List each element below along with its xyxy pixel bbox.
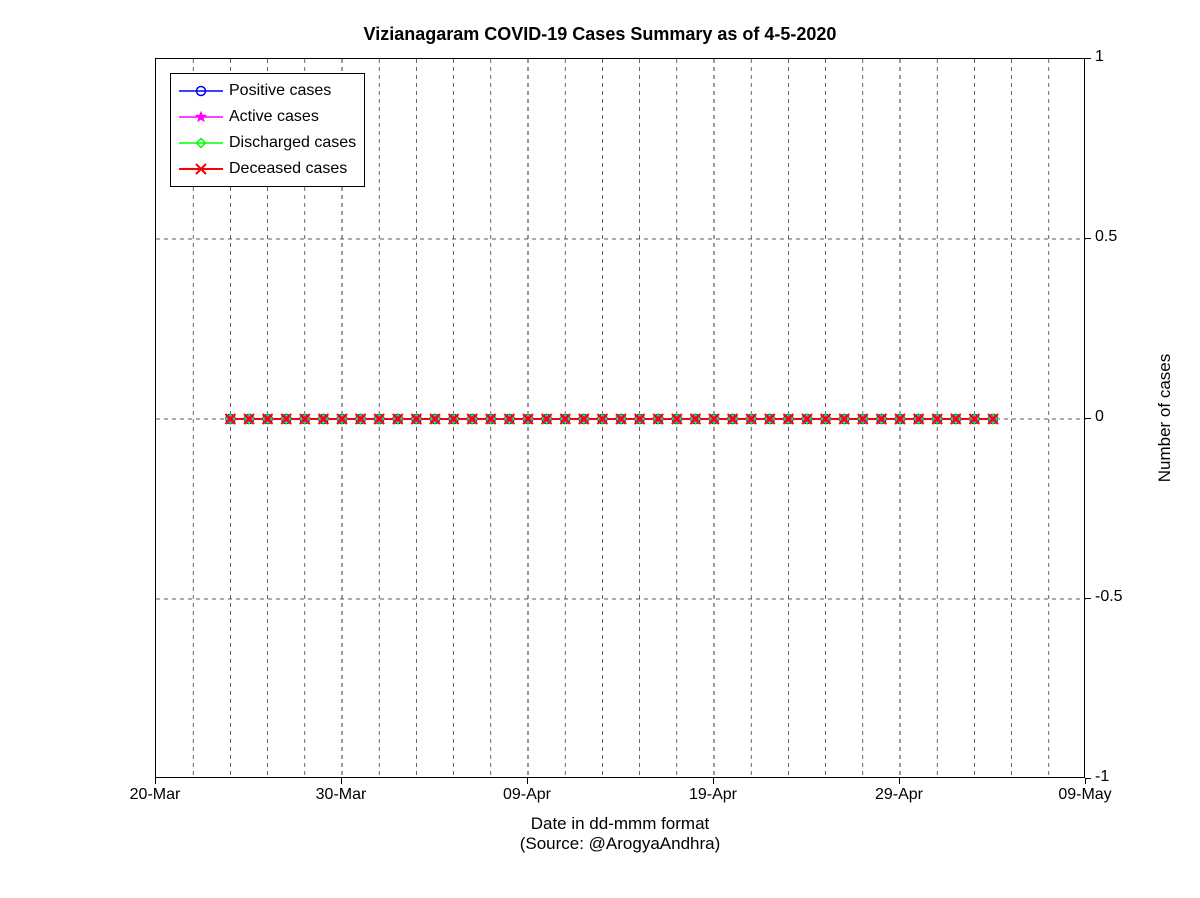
legend: Positive cases Active cases Discharged cas… — [170, 73, 365, 187]
y-tick-label: 0 — [1095, 408, 1104, 426]
legend-sample — [179, 133, 223, 153]
legend-item: Active cases — [179, 104, 356, 130]
x-tick-label: 09-Apr — [492, 786, 562, 804]
legend-sample — [179, 81, 223, 101]
chart-container: Vizianagaram COVID-19 Cases Summary as o… — [0, 0, 1200, 898]
legend-item: Positive cases — [179, 78, 356, 104]
x-axis-label-line2: (Source: @ArogyaAndhra) — [155, 834, 1085, 854]
legend-label: Discharged cases — [229, 134, 356, 152]
y-tick-label: 1 — [1095, 48, 1104, 66]
y-tick-mark — [1085, 418, 1091, 419]
x-tick-label: 29-Apr — [864, 786, 934, 804]
y-tick-mark — [1085, 238, 1091, 239]
legend-item: Discharged cases — [179, 130, 356, 156]
x-tick-mark — [341, 778, 342, 784]
chart-title: Vizianagaram COVID-19 Cases Summary as o… — [0, 24, 1200, 45]
x-tick-label: 30-Mar — [306, 786, 376, 804]
x-tick-mark — [899, 778, 900, 784]
legend-sample — [179, 159, 223, 179]
legend-sample — [179, 107, 223, 127]
x-axis-label: Date in dd-mmm format (Source: @ArogyaAn… — [155, 814, 1085, 854]
legend-label: Deceased cases — [229, 160, 347, 178]
legend-label: Active cases — [229, 108, 319, 126]
y-tick-label: -1 — [1095, 768, 1109, 786]
x-tick-mark — [527, 778, 528, 784]
x-tick-mark — [713, 778, 714, 784]
x-axis-label-line1: Date in dd-mmm format — [155, 814, 1085, 834]
y-tick-label: 0.5 — [1095, 228, 1117, 246]
x-tick-label: 19-Apr — [678, 786, 748, 804]
x-tick-label: 20-Mar — [120, 786, 190, 804]
legend-label: Positive cases — [229, 82, 331, 100]
x-tick-label: 09-May — [1050, 786, 1120, 804]
x-tick-mark — [155, 778, 156, 784]
y-tick-label: -0.5 — [1095, 588, 1123, 606]
y-tick-mark — [1085, 58, 1091, 59]
y-axis-label: Number of cases — [1155, 354, 1175, 483]
y-tick-mark — [1085, 598, 1091, 599]
plot-area: Positive cases Active cases Discharged cas… — [155, 58, 1085, 778]
y-tick-mark — [1085, 778, 1091, 779]
legend-item: Deceased cases — [179, 156, 356, 182]
